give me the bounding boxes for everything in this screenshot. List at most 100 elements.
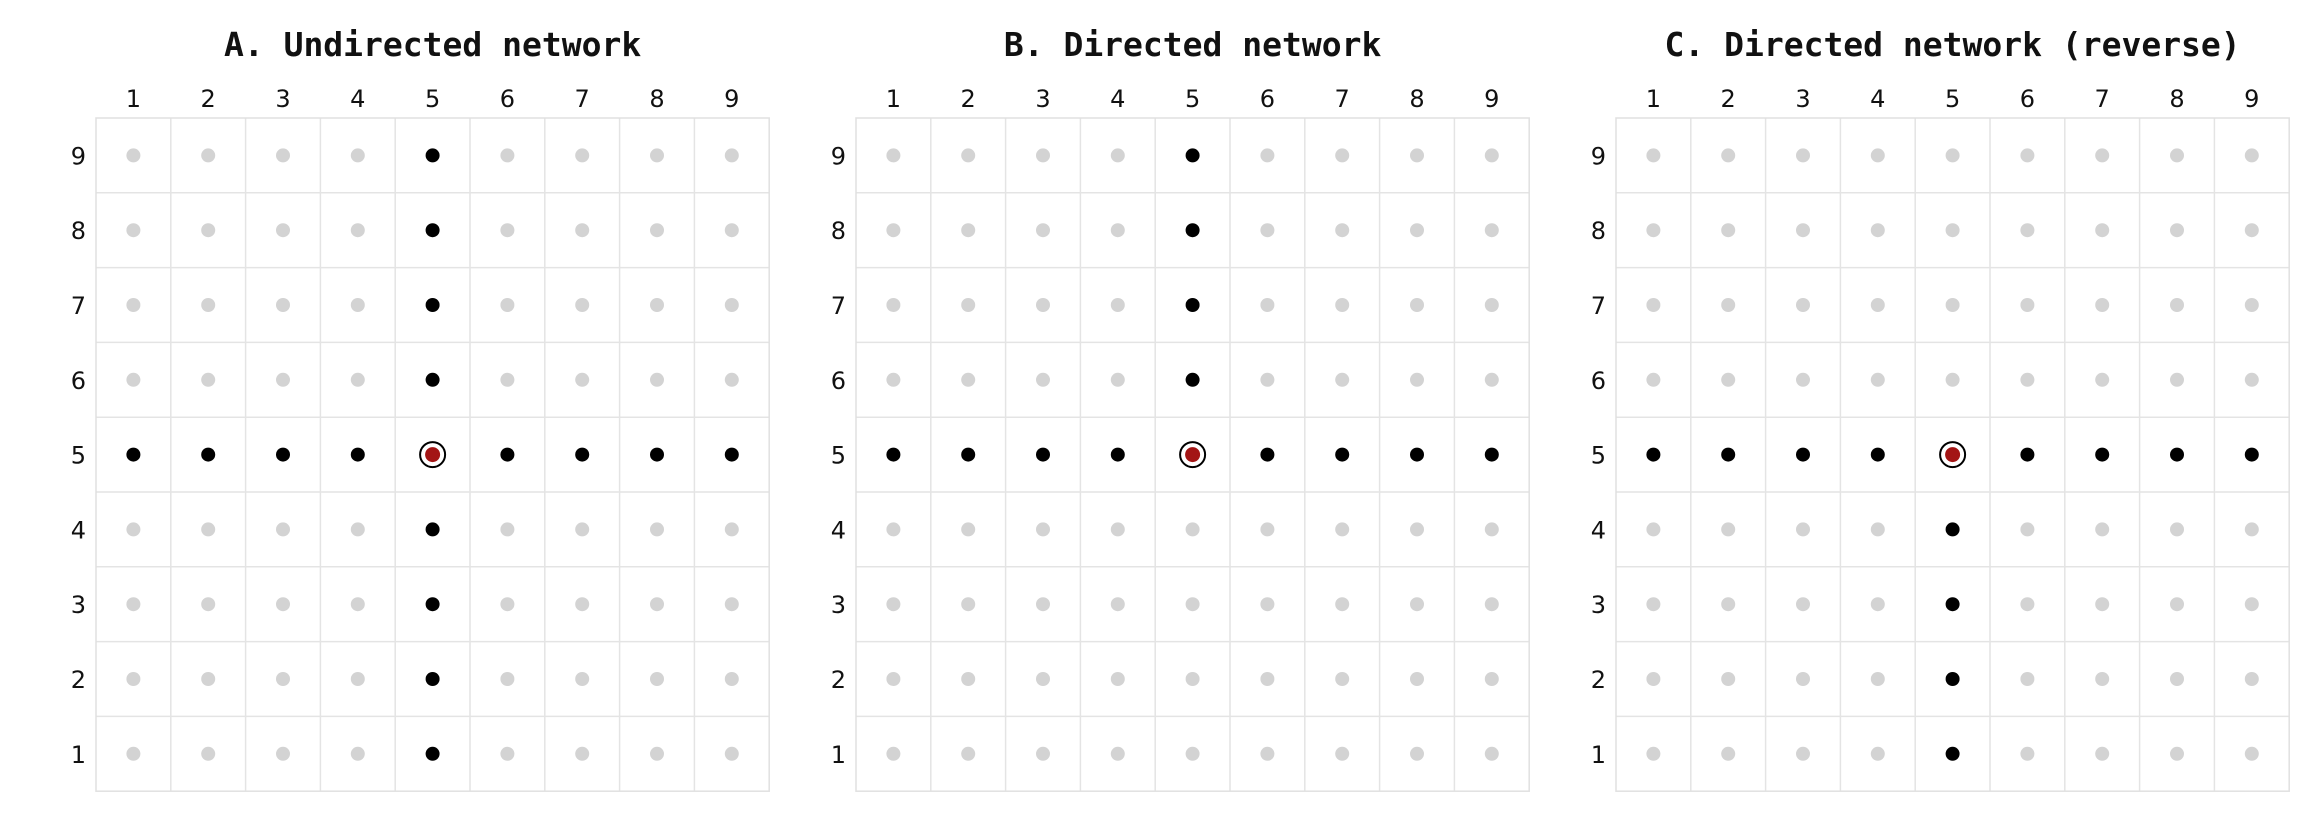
inactive-node xyxy=(1260,597,1275,612)
y-tick-label: 8 xyxy=(831,217,846,245)
inactive-node xyxy=(650,746,664,761)
chart-title: C. Directed network (reverse) xyxy=(1665,25,2241,64)
inactive-node xyxy=(1410,672,1424,686)
inactive-node xyxy=(2170,522,2184,537)
inactive-node xyxy=(126,372,141,387)
grid xyxy=(856,118,1530,792)
inactive-node xyxy=(201,148,216,163)
inactive-node xyxy=(1410,372,1424,387)
neighbor-node xyxy=(1260,447,1275,462)
inactive-node xyxy=(724,522,739,537)
inactive-node xyxy=(1036,746,1050,761)
y-tick-label: 2 xyxy=(831,666,846,694)
inactive-node xyxy=(350,597,365,612)
y-tick-label: 7 xyxy=(71,292,86,320)
inactive-node xyxy=(961,746,976,761)
inactive-node xyxy=(350,298,365,312)
y-tick-label: 7 xyxy=(831,292,846,320)
inactive-node xyxy=(1721,148,1736,163)
inactive-node xyxy=(201,597,216,612)
inactive-node xyxy=(1945,298,1960,312)
neighbor-node xyxy=(1110,447,1125,462)
inactive-node xyxy=(500,672,515,686)
inactive-node xyxy=(2095,522,2110,537)
inactive-node xyxy=(126,522,141,537)
inactive-node xyxy=(1484,298,1499,312)
neighbor-node xyxy=(1945,746,1960,761)
inactive-node xyxy=(1335,148,1350,163)
neighbor-node xyxy=(2244,447,2259,462)
y-tick-label: 2 xyxy=(71,666,86,694)
inactive-node xyxy=(1721,372,1736,387)
neighbor-node xyxy=(350,447,365,462)
focal-node xyxy=(425,447,441,463)
inactive-node xyxy=(575,522,590,537)
neighbor-node xyxy=(1945,522,1960,537)
inactive-node xyxy=(1796,372,1810,387)
x-tick-label: 8 xyxy=(2169,85,2184,113)
inactive-node xyxy=(575,298,590,312)
y-tick-label: 4 xyxy=(831,516,846,544)
inactive-node xyxy=(276,372,290,387)
inactive-node xyxy=(500,522,515,537)
neighbor-node xyxy=(650,447,664,462)
inactive-node xyxy=(350,223,365,238)
y-tick-label: 4 xyxy=(71,516,86,544)
inactive-node xyxy=(350,672,365,686)
inactive-node xyxy=(2020,522,2035,537)
inactive-node xyxy=(1185,746,1200,761)
inactive-node xyxy=(724,372,739,387)
inactive-node xyxy=(961,298,976,312)
y-tick-label: 9 xyxy=(1591,142,1606,170)
inactive-node xyxy=(2170,372,2184,387)
inactive-node xyxy=(276,522,290,537)
inactive-node xyxy=(276,298,290,312)
inactive-node xyxy=(1484,746,1499,761)
inactive-node xyxy=(1335,372,1350,387)
neighbor-node xyxy=(1185,148,1200,163)
inactive-node xyxy=(1410,746,1424,761)
x-tick-label: 9 xyxy=(724,85,739,113)
inactive-node xyxy=(2020,298,2035,312)
inactive-node xyxy=(1646,522,1661,537)
inactive-node xyxy=(2020,223,2035,238)
x-tick-label: 6 xyxy=(1260,85,1275,113)
x-tick-label: 1 xyxy=(126,85,141,113)
inactive-node xyxy=(1484,372,1499,387)
inactive-node xyxy=(2244,672,2259,686)
inactive-node xyxy=(886,298,901,312)
inactive-node xyxy=(1870,372,1885,387)
neighbor-node xyxy=(1646,447,1661,462)
inactive-node xyxy=(1110,522,1125,537)
neighbor-node xyxy=(500,447,515,462)
neighbor-node xyxy=(724,447,739,462)
inactive-node xyxy=(126,597,141,612)
inactive-node xyxy=(500,148,515,163)
neighbor-node xyxy=(425,223,440,238)
y-tick-label: 7 xyxy=(1591,292,1606,320)
x-tick-label: 5 xyxy=(1945,85,1960,113)
x-tick-label: 1 xyxy=(1646,85,1661,113)
inactive-node xyxy=(650,372,664,387)
inactive-node xyxy=(276,597,290,612)
neighbor-node xyxy=(961,447,976,462)
inactive-node xyxy=(961,597,976,612)
inactive-node xyxy=(1110,672,1125,686)
inactive-node xyxy=(1036,597,1050,612)
inactive-node xyxy=(126,746,141,761)
neighbor-node xyxy=(1335,447,1350,462)
inactive-node xyxy=(1335,522,1350,537)
inactive-node xyxy=(886,746,901,761)
inactive-node xyxy=(1110,597,1125,612)
inactive-node xyxy=(350,746,365,761)
inactive-node xyxy=(500,597,515,612)
inactive-node xyxy=(1410,223,1424,238)
inactive-node xyxy=(2095,372,2110,387)
inactive-node xyxy=(201,746,216,761)
inactive-node xyxy=(1410,597,1424,612)
inactive-node xyxy=(1335,597,1350,612)
y-tick-label: 8 xyxy=(1591,217,1606,245)
inactive-node xyxy=(201,298,216,312)
points xyxy=(126,148,739,761)
y-tick-label: 9 xyxy=(831,142,846,170)
